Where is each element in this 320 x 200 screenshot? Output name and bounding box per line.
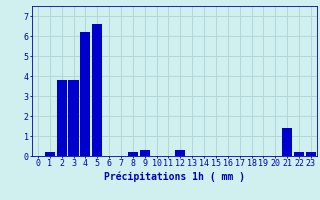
Bar (282, 128, 292, 156)
Bar (45, 152, 55, 156)
Bar (294, 152, 304, 156)
Bar (68, 80, 79, 156)
Bar (92, 24, 102, 156)
Bar (140, 150, 150, 156)
Bar (80, 32, 91, 156)
Bar (306, 152, 316, 156)
X-axis label: Précipitations 1h ( mm ): Précipitations 1h ( mm ) (104, 171, 245, 182)
Bar (175, 150, 185, 156)
Bar (128, 152, 138, 156)
Bar (57, 80, 67, 156)
